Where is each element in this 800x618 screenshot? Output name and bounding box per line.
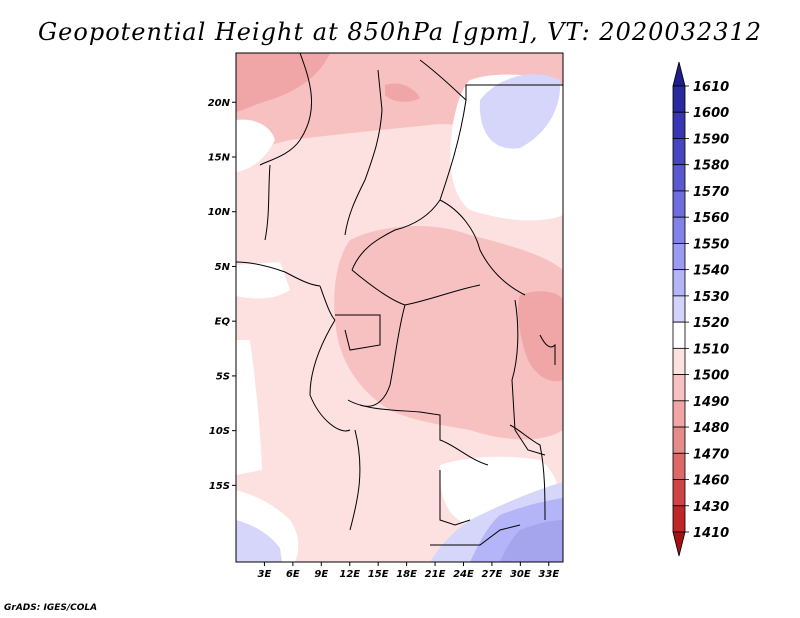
colorbar-box xyxy=(672,164,686,192)
x-axis: 3E 6E 9E 12E 15E 18E 21E 24E 27E 30E 33E xyxy=(258,562,559,580)
border-line xyxy=(335,314,381,351)
border-line xyxy=(264,164,271,241)
x-tick-label: 3E xyxy=(258,569,272,580)
colorbar-bottom-triangle xyxy=(672,531,686,557)
colorbar-box xyxy=(672,505,686,533)
border-line xyxy=(439,470,471,526)
field-north-cell-1480 xyxy=(385,83,420,102)
border-line xyxy=(439,199,526,296)
colorbar-label: 1430 xyxy=(693,500,729,515)
y-tick-label: 5N xyxy=(215,262,231,273)
x-tick-label: 24E xyxy=(453,569,474,580)
x-tick-label: 15E xyxy=(368,569,389,580)
y-tick-label: 5S xyxy=(216,371,230,382)
colorbar-label: 1550 xyxy=(693,237,729,252)
field-west-1510 xyxy=(236,119,275,172)
y-tick-label: 10S xyxy=(209,426,230,437)
colorbar-box xyxy=(672,269,686,297)
colorbar-label: 1570 xyxy=(693,185,729,200)
border-line xyxy=(347,399,489,466)
colorbar-box xyxy=(672,452,686,480)
colorbar-label: 1470 xyxy=(693,447,729,462)
colorbar-box xyxy=(672,374,686,402)
field-basin-1490 xyxy=(334,225,563,440)
x-tick-label: 27E xyxy=(482,569,503,580)
colorbar-label: 1460 xyxy=(693,474,729,489)
x-tick-label: 9E xyxy=(314,569,328,580)
colorbar-box xyxy=(672,295,686,323)
x-tick-label: 12E xyxy=(339,569,360,580)
colorbar-label: 1530 xyxy=(693,290,729,305)
border-line xyxy=(509,424,546,521)
colorbar-label: 1500 xyxy=(693,369,729,384)
colorbar-box xyxy=(672,400,686,428)
colorbar-box xyxy=(672,190,686,218)
colorbar-box xyxy=(672,426,686,454)
colorbar-label: 1580 xyxy=(693,159,729,174)
border-line xyxy=(349,429,361,531)
colorbar-label: 1600 xyxy=(693,106,729,121)
colorbar-label: 1560 xyxy=(693,211,729,226)
border-line xyxy=(344,69,383,236)
colorbar-label: 1520 xyxy=(693,316,729,331)
field-ne-low-1520 xyxy=(479,74,561,149)
field-sw-low-1520 xyxy=(236,520,282,562)
colorbar-box xyxy=(672,347,686,375)
chart-title: Geopotential Height at 850hPa [gpm], VT:… xyxy=(38,18,762,46)
y-tick-label: EQ xyxy=(215,317,231,328)
border-line xyxy=(236,261,321,287)
x-tick-label: 6E xyxy=(286,569,300,580)
x-tick-label: 33E xyxy=(538,569,559,580)
x-tick-label: 21E xyxy=(425,569,446,580)
colorbar-box xyxy=(672,216,686,244)
y-axis: 20N 15N 10N 5N EQ 5S 10S 15S xyxy=(208,98,236,492)
colorbar-box xyxy=(672,243,686,271)
grads-credit: GrADS: IGES/COLA xyxy=(4,603,98,613)
shaded-field xyxy=(236,53,563,562)
field-atlantic-1510 xyxy=(236,340,262,475)
colorbar: 1610 1600 1590 1580 1570 1560 1550 1540 1530 1520… xyxy=(672,61,729,557)
colorbar-top-triangle xyxy=(672,61,686,87)
colorbar-box xyxy=(672,111,686,139)
colorbar-label: 1480 xyxy=(693,421,729,436)
border-line xyxy=(539,334,556,365)
colorbar-box xyxy=(672,321,686,349)
colorbar-box xyxy=(672,138,686,166)
x-tick-label: 18E xyxy=(396,569,417,580)
country-borders xyxy=(236,53,563,546)
colorbar-label: 1540 xyxy=(693,264,729,279)
border-line xyxy=(319,285,336,321)
colorbar-box xyxy=(672,85,686,113)
x-tick-label: 30E xyxy=(510,569,531,580)
colorbar-label: 1610 xyxy=(693,80,729,95)
border-line xyxy=(430,524,521,546)
field-coast-1510 xyxy=(236,262,290,299)
y-tick-label: 10N xyxy=(208,207,231,218)
border-line xyxy=(351,99,467,271)
border-line xyxy=(511,299,546,456)
border-line xyxy=(359,304,406,407)
colorbar-label: 1490 xyxy=(693,395,729,410)
colorbar-label: 1410 xyxy=(693,526,729,541)
colorbar-label: 1510 xyxy=(693,342,729,357)
field-northwest-1480 xyxy=(236,53,330,112)
border-line xyxy=(309,319,351,432)
colorbar-box xyxy=(672,479,686,507)
colorbar-label: 1590 xyxy=(693,132,729,147)
map-frame xyxy=(235,52,564,563)
field-south-low-1540 xyxy=(500,520,563,562)
y-tick-label: 15N xyxy=(208,152,231,163)
y-tick-label: 15S xyxy=(209,481,230,492)
field-gulf-1500 xyxy=(236,173,347,262)
y-tick-label: 20N xyxy=(208,98,231,109)
border-line xyxy=(259,53,313,166)
